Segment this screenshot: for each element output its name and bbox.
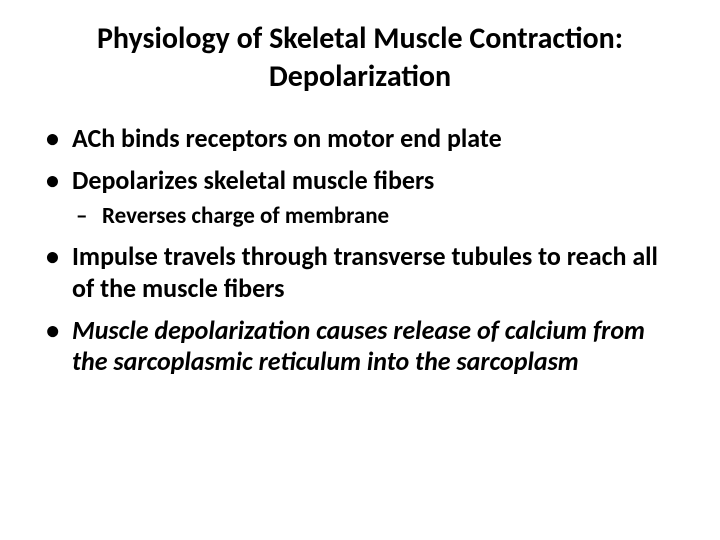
bullet-text: ACh binds receptors on motor end plate xyxy=(72,122,502,154)
sub-bullet-text: Reverses charge of membrane xyxy=(102,202,389,230)
bullet-list: ACh binds receptors on motor end plate D… xyxy=(40,123,680,378)
sub-bullet-item: Reverses charge of membrane xyxy=(72,202,680,231)
bullet-item: Depolarizes skeletal muscle fibers Rever… xyxy=(40,165,680,231)
bullet-item: Impulse travels through transverse tubul… xyxy=(40,241,680,304)
slide-title: Physiology of Skeletal Muscle Contractio… xyxy=(40,20,680,95)
bullet-item: ACh binds receptors on motor end plate xyxy=(40,123,680,155)
bullet-text: Depolarizes skeletal muscle fibers xyxy=(72,164,434,196)
bullet-item: Muscle depolarization causes release of … xyxy=(40,315,680,378)
bullet-text: Muscle depolarization causes release of … xyxy=(72,314,645,378)
sub-bullet-list: Reverses charge of membrane xyxy=(72,202,680,231)
bullet-text: Impulse travels through transverse tubul… xyxy=(72,240,658,304)
